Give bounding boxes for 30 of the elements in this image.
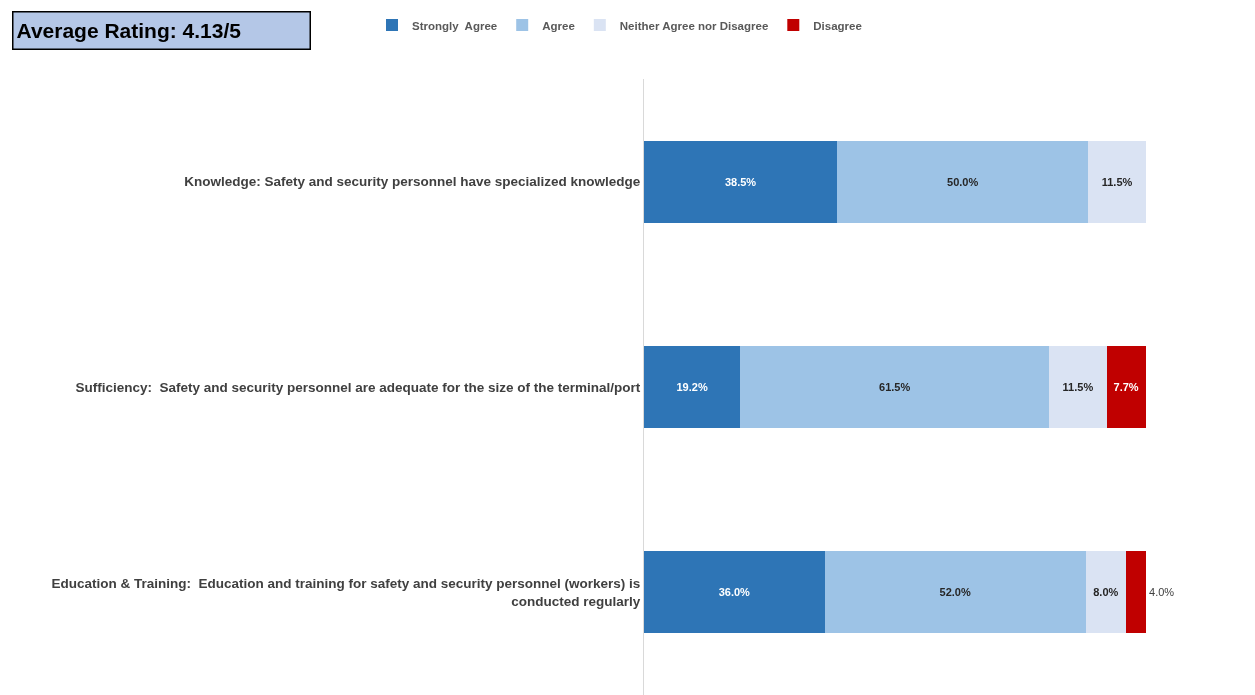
- y-tick-label: Knowledge: Safety and security personnel have specialized knowledge: [184, 174, 641, 190]
- bar: [1125, 551, 1146, 634]
- legend-label: Neither Agree nor Disagree: [619, 19, 769, 32]
- bar: [1085, 551, 1126, 634]
- y-tick-label: Sufficiency: Safety and security personnel are adequate for the size of the terminal/port: [75, 379, 641, 395]
- bar: [1049, 345, 1107, 429]
- data-label: 52.0%: [939, 586, 971, 599]
- bar: [1106, 345, 1146, 429]
- data-label: 7.7%: [1113, 381, 1139, 393]
- legend-label: Agree: [542, 19, 575, 32]
- data-label: 38.5%: [724, 175, 757, 188]
- data-label: 36.0%: [718, 586, 751, 599]
- bar: [644, 345, 741, 429]
- bar: [740, 345, 1050, 429]
- y-tick-label: Education & Training: Education and training for safety and security personnel (workers) is conducted regularly: [51, 576, 641, 609]
- data-label: 11.5%: [1101, 175, 1133, 188]
- bar: [644, 551, 825, 634]
- data-label: 61.5%: [879, 381, 911, 393]
- data-label: 50.0%: [947, 175, 979, 188]
- text: Average Rating: 4.13/5: [16, 19, 242, 42]
- legend-label: Strongly Agree: [412, 19, 498, 32]
- data-label: 19.2%: [676, 381, 708, 393]
- data-label: 11.5%: [1062, 381, 1094, 393]
- bar: [837, 140, 1089, 223]
- bar: [824, 551, 1086, 634]
- data-label: 4.0%: [1149, 586, 1175, 599]
- legend-label: Disagree: [813, 19, 862, 32]
- data-label: 8.0%: [1093, 586, 1119, 599]
- bar: [644, 140, 838, 223]
- bar: [1088, 140, 1146, 223]
